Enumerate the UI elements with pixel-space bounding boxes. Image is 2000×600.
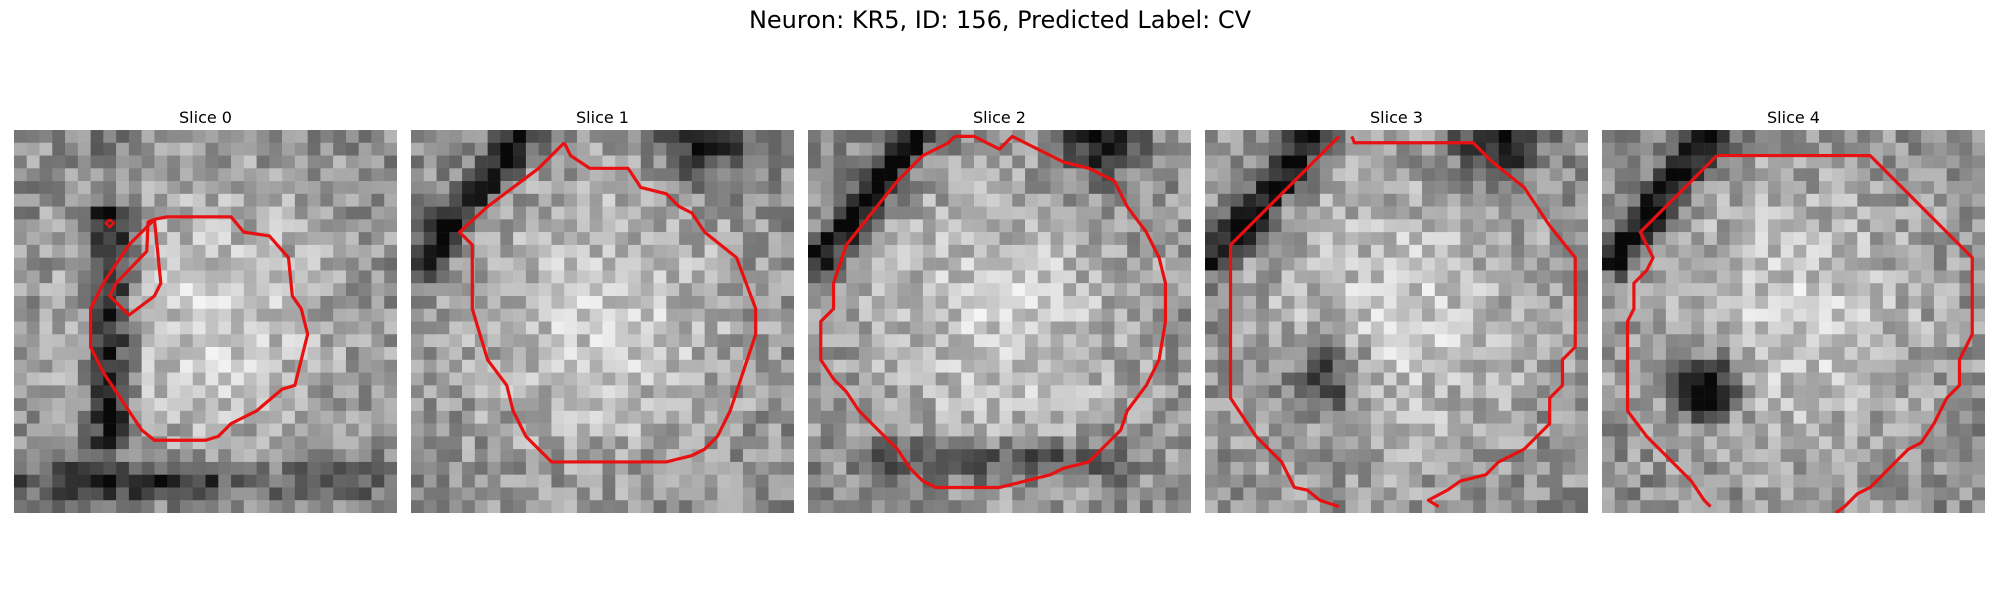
slice-panel-3: Slice 3 — [1205, 106, 1588, 513]
slice-title: Slice 4 — [1767, 108, 1820, 127]
figure-title: Neuron: KR5, ID: 156, Predicted Label: C… — [748, 6, 1252, 34]
grayscale-pixel-grid — [808, 130, 1191, 513]
slice-image-3 — [1205, 130, 1588, 513]
slice-image-2 — [808, 130, 1191, 513]
grayscale-pixel-grid — [1602, 130, 1985, 513]
slice-image-1 — [411, 130, 794, 513]
segmentation-contour — [104, 218, 116, 229]
segmentation-contour — [819, 134, 1168, 490]
segmentation-contour — [1228, 135, 1341, 509]
segmentation-contour — [1716, 153, 1974, 513]
slice-panel-2: Slice 2 — [808, 106, 1191, 513]
grayscale-pixel-grid — [14, 130, 397, 513]
slice-panel-4: Slice 4 — [1602, 106, 1985, 513]
grayscale-pixel-grid — [1205, 130, 1588, 513]
slice-image-0 — [14, 130, 397, 513]
segmentation-contour — [108, 217, 163, 317]
slice-title: Slice 3 — [1370, 108, 1423, 127]
segmentation-contour — [89, 215, 310, 442]
slice-title: Slice 1 — [576, 108, 629, 127]
slice-image-4 — [1602, 130, 1985, 513]
slice-panel-1: Slice 1 — [411, 106, 794, 513]
slice-title: Slice 0 — [179, 108, 232, 127]
slice-title: Slice 2 — [973, 108, 1026, 127]
segmentation-contour — [1625, 154, 1719, 508]
slice-panel-0: Slice 0 — [14, 106, 397, 513]
segmentation-contour — [1350, 135, 1577, 508]
segmentation-contour — [457, 141, 758, 464]
grayscale-pixel-grid — [411, 130, 794, 513]
